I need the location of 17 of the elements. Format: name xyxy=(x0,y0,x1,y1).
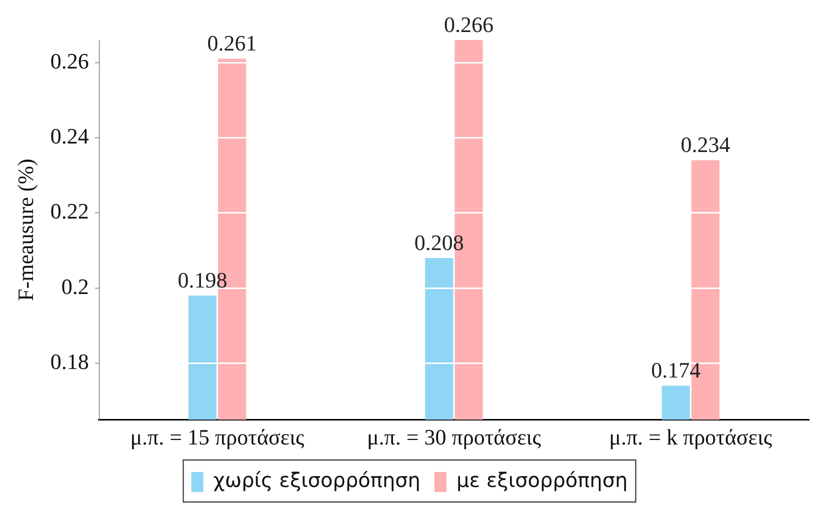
y-tick-label: 0.26 xyxy=(50,48,89,74)
x-tick-label: μ.π. = k προτάσεις xyxy=(609,424,772,450)
y-tick-label: 0.24 xyxy=(50,124,89,148)
x-tick-label: μ.π. = 30 προτάσεις xyxy=(366,424,542,450)
x-tick-label: μ.π. = 15 προτάσεις xyxy=(130,424,305,450)
data-label: 0.198 xyxy=(178,267,228,292)
y-tick-label: 0.22 xyxy=(50,198,89,224)
data-label: 0.234 xyxy=(680,132,730,158)
data-label: 0.266 xyxy=(444,12,494,37)
legend-label: χωρίς εξισορρόπηση xyxy=(213,468,420,492)
data-label: 0.261 xyxy=(207,30,257,56)
y-tick-label: 0.2 xyxy=(61,274,89,299)
y-axis-title: F-meausure (%) xyxy=(12,158,38,301)
data-label: 0.174 xyxy=(651,358,701,383)
y-tick-label: 0.18 xyxy=(50,349,89,374)
data-label: 0.208 xyxy=(414,230,464,255)
legend-label: με εξισορρόπηση xyxy=(456,468,628,492)
